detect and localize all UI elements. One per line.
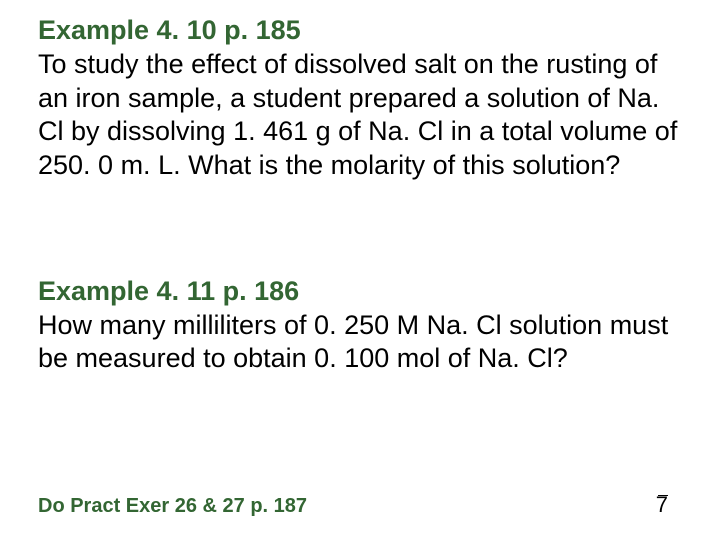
example-block-2: Example 4. 11 p. 186 How many milliliter… xyxy=(38,275,682,376)
example-1-body: To study the effect of dissolved salt on… xyxy=(38,48,682,183)
slide: Example 4. 10 p. 185 To study the effect… xyxy=(0,0,720,540)
example-2-heading: Example 4. 11 p. 186 xyxy=(38,275,682,309)
footer: Do Pract Exer 26 & 27 p. 187 7 xyxy=(38,495,682,518)
example-1-heading: Example 4. 10 p. 185 xyxy=(38,14,682,48)
example-2-body: How many milliliters of 0. 250 M Na. Cl … xyxy=(38,309,682,377)
practice-note: Do Pract Exer 26 & 27 p. 187 xyxy=(38,495,307,517)
example-block-1: Example 4. 10 p. 185 To study the effect… xyxy=(38,14,682,183)
page-number: 7 xyxy=(656,492,668,518)
